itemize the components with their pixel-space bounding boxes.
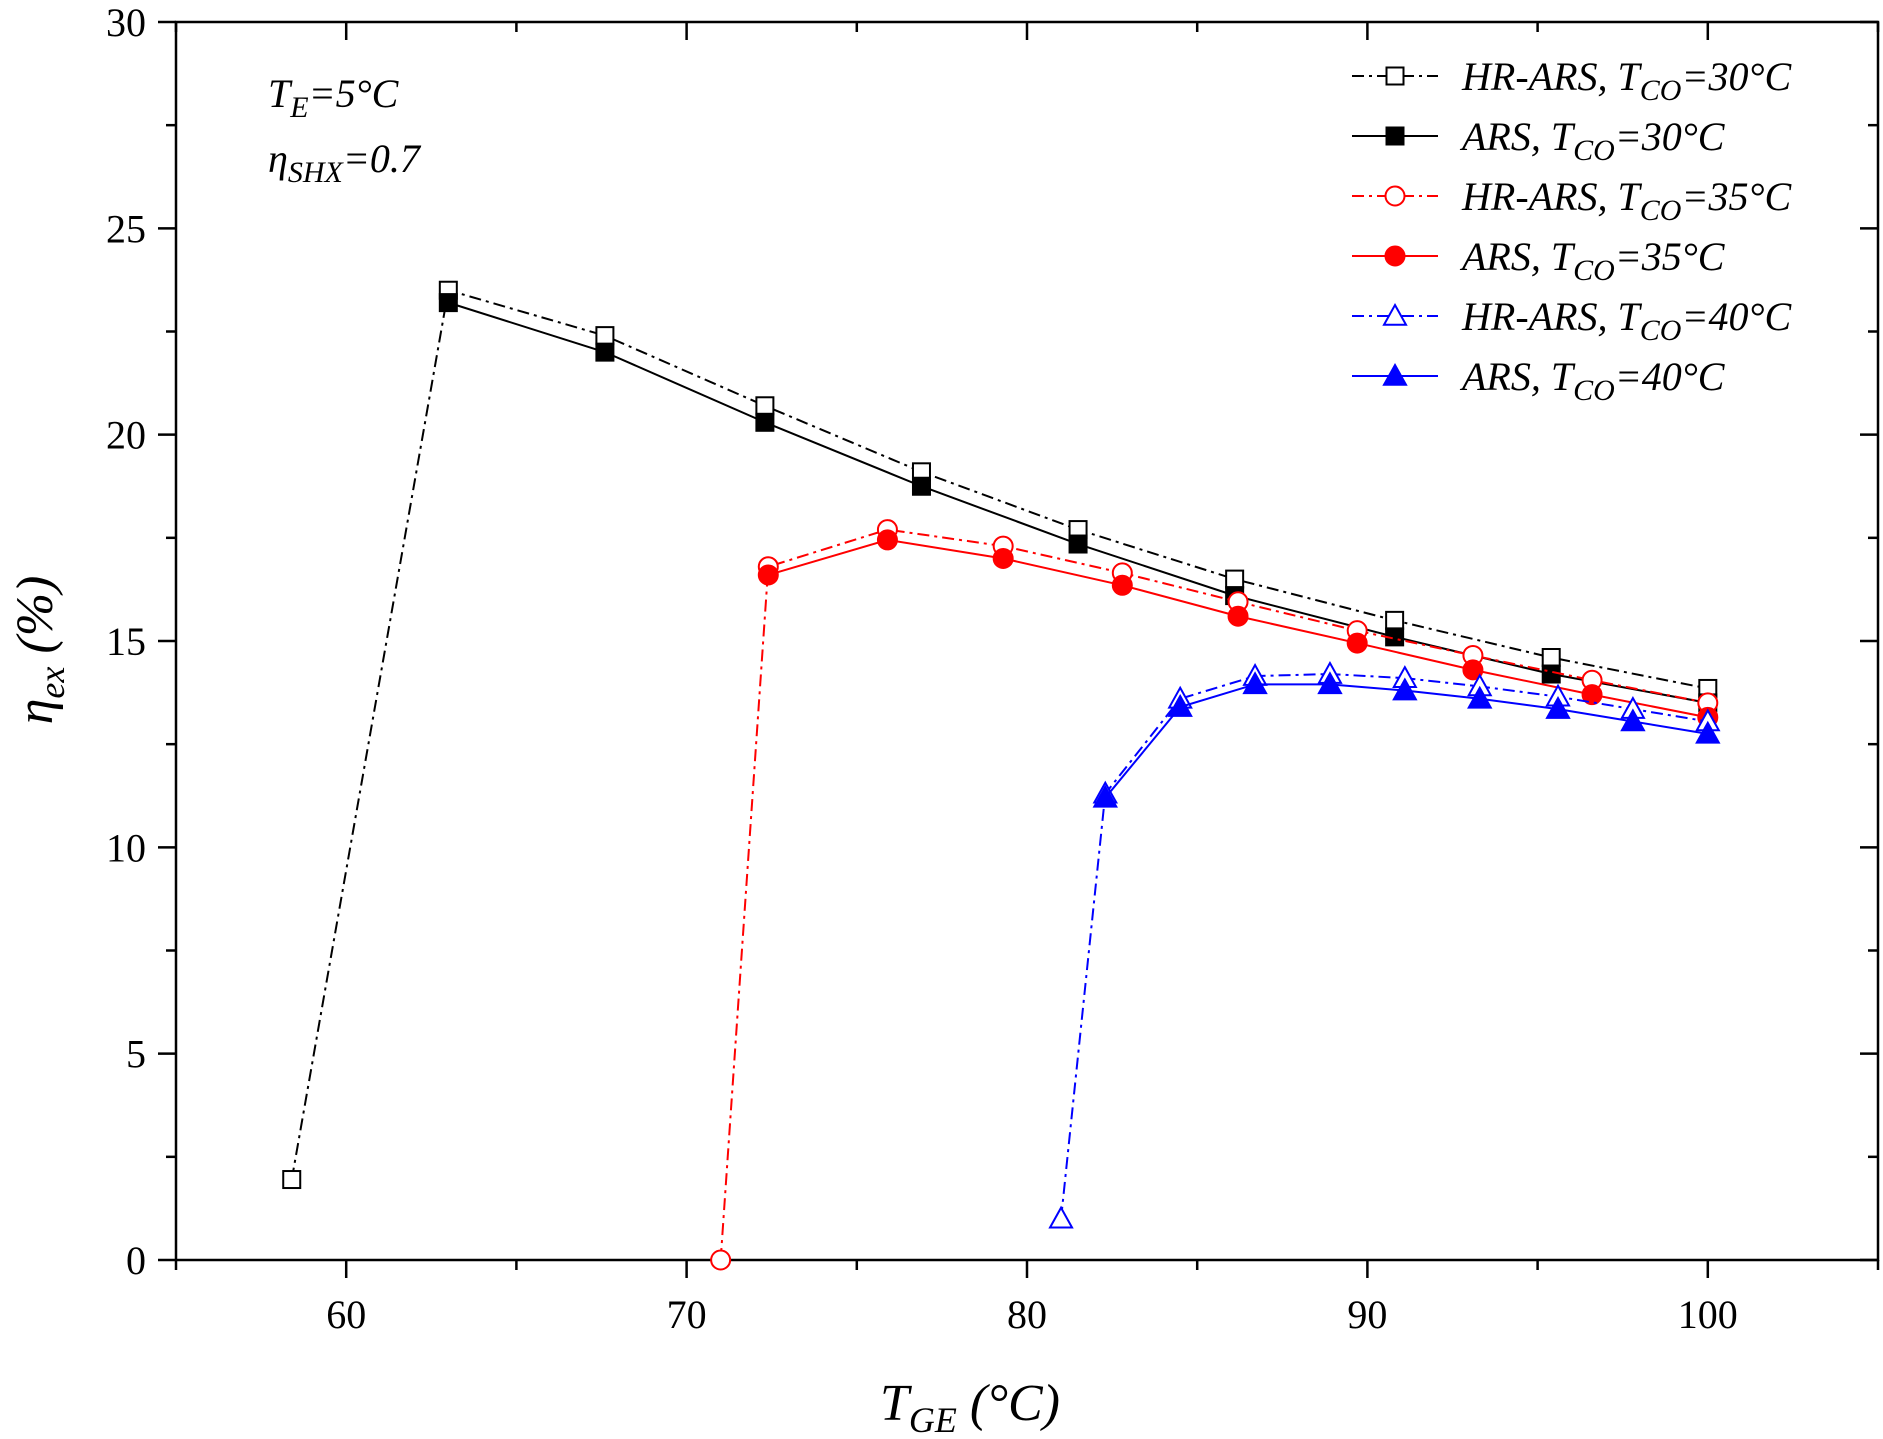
data-point [1467, 685, 1493, 709]
y-tick-label: 25 [106, 206, 146, 251]
series-line [768, 538, 1708, 719]
data-point [1111, 574, 1133, 596]
legend-label: HR-ARS, TCO=35°C [1461, 174, 1792, 227]
data-point [992, 547, 1014, 569]
x-tick-label: 70 [667, 1292, 707, 1337]
series-line [719, 528, 1708, 1261]
legend-label: ARS, TCO=40°C [1459, 354, 1726, 407]
data-point [1225, 569, 1245, 589]
series-5 [1048, 660, 1721, 1229]
series-line [1104, 683, 1708, 799]
series-4 [757, 529, 1719, 728]
data-point [1317, 671, 1343, 695]
series-3 [710, 519, 1719, 1271]
annotation-shx-effectiveness: ηSHX=0.7 [268, 136, 422, 189]
legend-label: ARS, TCO=30°C [1459, 114, 1726, 167]
x-axis-title: TGE (°C) [880, 1375, 1060, 1439]
y-axis-title: ηex (%) [7, 576, 72, 725]
y-tick-label: 0 [126, 1238, 146, 1283]
legend-entry-4: ARS, TCO=35°C [1352, 234, 1726, 287]
legend-marker [1382, 362, 1408, 386]
data-point [1695, 720, 1721, 744]
y-tick-label: 5 [126, 1032, 146, 1077]
data-point [282, 1170, 302, 1190]
legend-marker [1382, 302, 1408, 326]
data-point [755, 396, 775, 416]
legend-entry-1: HR-ARS, TCO=30°C [1352, 54, 1792, 107]
x-tick-label: 80 [1007, 1292, 1047, 1337]
data-point [1541, 664, 1561, 684]
series-group [282, 280, 1721, 1271]
data-point [438, 293, 458, 313]
legend-marker [1384, 185, 1406, 207]
data-point [1068, 534, 1088, 554]
legend-label: HR-ARS, TCO=40°C [1461, 294, 1792, 347]
data-point [1242, 671, 1268, 695]
y-tick-label: 15 [106, 619, 146, 664]
legend-entry-6: ARS, TCO=40°C [1352, 354, 1726, 407]
data-point [1346, 632, 1368, 654]
data-point [1545, 696, 1571, 719]
x-tick-label: 100 [1678, 1292, 1738, 1337]
legend-label: ARS, TCO=35°C [1459, 234, 1726, 287]
data-point [1092, 784, 1118, 808]
legend-entry-5: HR-ARS, TCO=40°C [1352, 294, 1792, 347]
data-point [1541, 648, 1561, 668]
data-point [1048, 1205, 1074, 1229]
annotations: TE=5°C ηSHX=0.7 [268, 71, 422, 189]
y-tick-label: 10 [106, 825, 146, 870]
legend-entry-3: HR-ARS, TCO=35°C [1352, 174, 1792, 227]
legend-marker [1385, 66, 1405, 86]
series-6 [1092, 671, 1721, 808]
annotation-evaporator-temp: TE=5°C [268, 71, 400, 124]
legend-marker [1385, 126, 1405, 146]
axis-titles: TGE (°C) ηex (%) [7, 576, 1060, 1439]
legend-label: HR-ARS, TCO=30°C [1461, 54, 1792, 107]
data-point [876, 529, 898, 551]
data-point [1581, 684, 1603, 706]
data-point [1167, 693, 1193, 717]
data-point [1462, 659, 1484, 681]
y-tick-label: 30 [106, 0, 146, 45]
legend: HR-ARS, TCO=30°C ARS, TCO=30°C HR-ARS, TCO… [1352, 54, 1792, 407]
data-point [911, 476, 931, 496]
legend-marker [1384, 245, 1406, 267]
data-point [1392, 677, 1418, 701]
data-point [595, 342, 615, 362]
data-point [755, 412, 775, 432]
series-line [1060, 673, 1708, 1219]
data-point [595, 326, 615, 346]
data-point [710, 1249, 732, 1271]
series-line [290, 288, 1708, 1180]
x-tick-label: 60 [326, 1292, 366, 1337]
y-tick-label: 20 [106, 413, 146, 458]
x-tick-label: 90 [1347, 1292, 1387, 1337]
series-1 [282, 280, 1718, 1190]
axis-ticks: 60 70 80 90 100 0 5 10 15 20 25 30 [106, 0, 1880, 1337]
legend-entry-2: ARS, TCO=30°C [1352, 114, 1726, 167]
data-point [1227, 605, 1249, 627]
data-point [757, 564, 779, 586]
data-point [1620, 708, 1646, 732]
data-point [1385, 610, 1405, 630]
